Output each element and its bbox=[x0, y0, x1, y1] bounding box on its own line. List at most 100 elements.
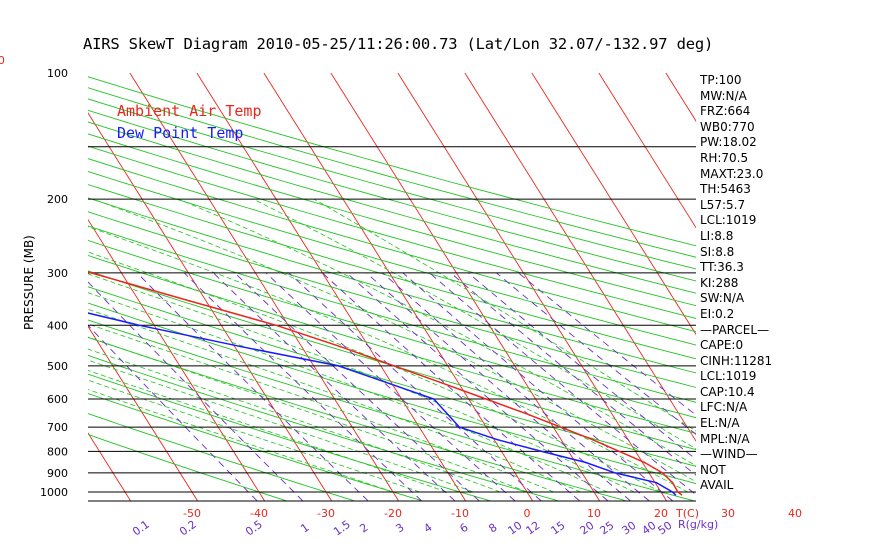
dew-point-point bbox=[671, 491, 674, 493]
dry-adiabat-line bbox=[88, 109, 696, 282]
isotherm-line bbox=[330, 73, 600, 501]
pressure-tick-label: 200 bbox=[47, 193, 68, 206]
dry-adiabat-line bbox=[88, 373, 491, 501]
temp-tick-label: -30 bbox=[317, 507, 335, 520]
dew-point-point bbox=[240, 345, 243, 348]
stability-index-item: EL:N/A bbox=[700, 416, 740, 431]
stability-index-item: PW:18.02 bbox=[700, 135, 757, 150]
pressure-tick-label: 500 bbox=[47, 360, 68, 373]
dry-adiabat-lines bbox=[88, 76, 696, 501]
mixing-ratio-label: 4 bbox=[421, 521, 434, 536]
stability-index-item: MAXT:23.0 bbox=[700, 166, 764, 181]
mixing-ratio-line bbox=[213, 272, 456, 501]
isotherm-line bbox=[88, 325, 198, 501]
mixing-ratio-line bbox=[234, 272, 480, 501]
stability-index-item: NOT bbox=[700, 462, 726, 477]
mixing-ratio-label: 2 bbox=[357, 521, 370, 536]
temp-tick-label: 20 bbox=[654, 507, 668, 520]
stability-index-item: TP:100 bbox=[700, 73, 742, 87]
isotherm-line bbox=[88, 218, 265, 501]
air-temp-point bbox=[189, 300, 191, 302]
dry-adiabat-line bbox=[88, 225, 696, 403]
mixing-ratio-label: 0.1 bbox=[130, 518, 152, 539]
mixing-ratio-line bbox=[136, 272, 369, 501]
dry-adiabat-line bbox=[88, 98, 696, 270]
top-temp-tick-label: -40 bbox=[0, 54, 5, 67]
isotherm-line bbox=[129, 73, 399, 501]
dew-point-point bbox=[540, 450, 543, 453]
stability-index-item: —PARCEL— bbox=[700, 322, 770, 337]
dry-adiabat-line bbox=[88, 286, 696, 467]
temp-tick-label: -50 bbox=[183, 507, 201, 520]
air-temp-point bbox=[339, 345, 342, 348]
dew-point-point bbox=[337, 365, 340, 367]
dew-point-line bbox=[88, 312, 676, 496]
stability-index-item: KI:288 bbox=[700, 275, 739, 290]
mixing-ratio-label: 1 bbox=[298, 521, 311, 536]
chart-title: AIRS SkewT Diagram 2010-05-25/11:26:00.7… bbox=[83, 35, 714, 53]
stability-index-item: SI:8.8 bbox=[700, 244, 735, 259]
pressure-tick-label: 900 bbox=[47, 467, 68, 480]
isotherm-line bbox=[88, 112, 332, 501]
moist-adiabat-line bbox=[88, 336, 528, 493]
mixing-ratio-line bbox=[496, 272, 696, 435]
dry-adiabat-line bbox=[88, 211, 696, 388]
mixing-ratio-line bbox=[518, 272, 696, 416]
stability-index-item: TT:36.3 bbox=[700, 260, 744, 275]
air-temp-point bbox=[90, 272, 93, 274]
dry-adiabat-line bbox=[88, 133, 696, 307]
pressure-tick-label: 300 bbox=[47, 267, 68, 280]
mixing-ratio-label: 8 bbox=[486, 521, 499, 536]
stability-index-item: WB0:770 bbox=[700, 119, 755, 134]
mixing-ratio-unit: R(g/kg) bbox=[678, 518, 718, 531]
pressure-tick-label: 700 bbox=[47, 421, 68, 434]
mixing-ratio-label: 10 bbox=[506, 519, 525, 538]
stability-index-item: LFC:N/A bbox=[700, 400, 748, 415]
temp-tick-label: -40 bbox=[250, 507, 268, 520]
mixing-ratio-label: 50 bbox=[656, 519, 675, 538]
dry-adiabat-line bbox=[88, 433, 287, 501]
temp-tick-label: -20 bbox=[384, 507, 402, 520]
y-axis-label: PRESSURE (MB) bbox=[22, 235, 36, 330]
stability-index-item: LCL:1019 bbox=[700, 369, 757, 384]
stability-index-item: TH:5463 bbox=[700, 182, 751, 197]
dew-point-point bbox=[674, 493, 677, 496]
air-temp-point bbox=[393, 365, 396, 367]
pressure-tick-label: 100 bbox=[47, 67, 68, 80]
isotherm-line bbox=[88, 432, 131, 501]
temp-axis-unit: T(C) bbox=[675, 507, 699, 520]
moist-adiabat-line bbox=[253, 198, 696, 450]
stability-index-item: LCL:1019 bbox=[700, 213, 757, 228]
dry-adiabat-line bbox=[88, 254, 696, 434]
dry-adiabat-line bbox=[88, 197, 696, 374]
moist-adiabat-line bbox=[88, 251, 662, 493]
dry-adiabat-line bbox=[88, 76, 696, 247]
mixing-ratio-label: 15 bbox=[549, 519, 568, 538]
stability-index-item: CINH:11281 bbox=[700, 353, 773, 368]
mixing-ratio-label: 20 bbox=[578, 519, 597, 538]
mixing-ratio-line bbox=[88, 324, 258, 501]
dry-adiabat-line bbox=[88, 184, 696, 360]
dew-point-point bbox=[614, 472, 616, 474]
air-temp-point bbox=[643, 461, 646, 464]
mixing-ratio-label: 0.5 bbox=[243, 518, 265, 539]
dew-point-point bbox=[496, 438, 499, 441]
dry-adiabat-line bbox=[88, 413, 355, 501]
stability-index-panel: TP:100 MW:N/A FRZ:664 WB0:770 PW:18.02 RH:70.… bbox=[700, 73, 790, 494]
dew-point-point bbox=[433, 398, 435, 400]
mixing-ratio-line bbox=[288, 272, 542, 501]
dry-adiabat-line bbox=[88, 239, 696, 419]
air-temp-point bbox=[441, 382, 444, 385]
mixing-ratio-lines bbox=[88, 272, 696, 501]
dew-point-point bbox=[584, 461, 587, 464]
dry-adiabat-line bbox=[88, 158, 696, 333]
mixing-ratio-line bbox=[382, 272, 650, 501]
temp-tick-label: 0 bbox=[524, 507, 531, 520]
air-temp-point bbox=[559, 426, 562, 428]
stability-index-item: MPL:N/A bbox=[700, 431, 750, 446]
dry-adiabat-line bbox=[88, 393, 423, 501]
stability-index-item: RH:70.5 bbox=[700, 150, 749, 165]
isotherm-line bbox=[531, 73, 696, 336]
air-temp-point bbox=[485, 398, 487, 400]
dew-point-point bbox=[458, 426, 461, 428]
